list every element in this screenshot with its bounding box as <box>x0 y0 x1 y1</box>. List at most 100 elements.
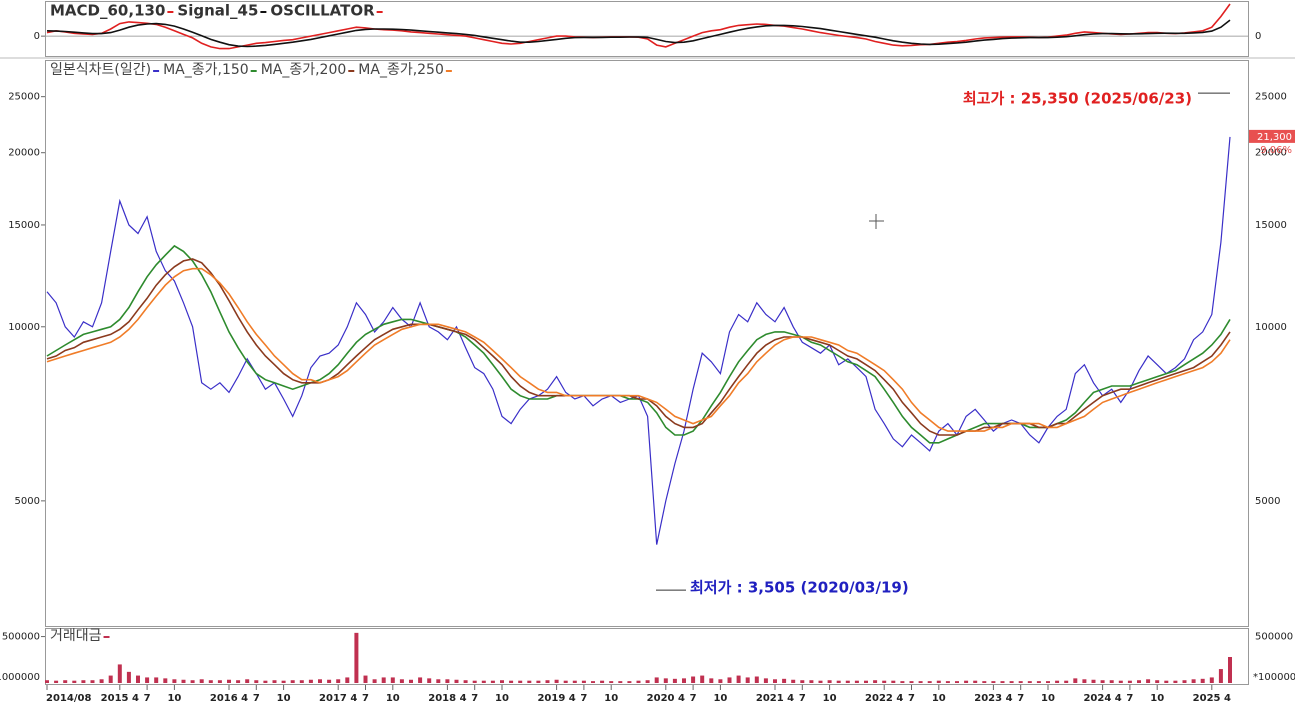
x-tick-label: 10 <box>823 693 837 704</box>
volume-bar <box>927 681 932 683</box>
volume-bar <box>1137 680 1141 683</box>
x-tick-label: 7 <box>799 693 806 704</box>
volume-bar <box>1182 680 1187 683</box>
volume-bar <box>654 677 659 683</box>
x-tick-label: 2019 4 <box>537 693 575 704</box>
y-tick-label-right: 500000 <box>1255 632 1293 643</box>
volume-bar <box>527 680 532 683</box>
volume-bar <box>581 680 586 683</box>
unit-label: *100000 <box>1253 672 1295 683</box>
volume-bar <box>199 679 204 683</box>
x-tick-label: 2025 4 <box>1193 693 1231 704</box>
volume-bar <box>991 681 996 683</box>
volume-bar <box>818 680 823 683</box>
volume-bar <box>882 680 887 683</box>
volume-bar <box>1118 680 1123 683</box>
volume-bar <box>982 681 987 683</box>
y-tick-label-right: 20000 <box>1255 148 1287 159</box>
volume-bar <box>518 680 523 683</box>
volume-bar <box>900 681 905 683</box>
y-tick-label: 5000 <box>15 496 40 507</box>
x-tick-label: 2017 4 <box>319 693 357 704</box>
annotation: 최고가 : 25,350 (2025/06/23) <box>963 90 1192 108</box>
volume-bar <box>1127 680 1132 683</box>
volume-bar <box>754 676 759 683</box>
x-tick-label: 2021 4 <box>756 693 794 704</box>
volume-bar <box>245 679 250 683</box>
volume-bar <box>1100 680 1105 683</box>
volume-bar <box>718 679 723 683</box>
volume-bar <box>554 679 559 683</box>
volume-bar <box>609 681 614 683</box>
y-tick-label: 25000 <box>8 92 40 103</box>
volume-bar <box>172 679 177 683</box>
volume-bar <box>600 680 605 683</box>
x-tick-label: 2022 4 <box>865 693 903 704</box>
volume-bar <box>691 676 696 683</box>
volume-bar <box>54 680 59 683</box>
volume-bar <box>318 679 322 683</box>
volume-bar <box>791 679 796 683</box>
y-tick-label: 15000 <box>8 220 40 231</box>
volume-bar <box>736 675 741 683</box>
legend-label: 거래대금 <box>50 628 102 644</box>
volume-bar <box>1191 679 1196 683</box>
volume-bar <box>845 680 850 683</box>
volume-bar <box>1164 680 1169 683</box>
y-tick-label-right: 5000 <box>1255 496 1280 507</box>
volume-bar <box>463 680 468 683</box>
y-tick-label-right: 10000 <box>1255 322 1287 333</box>
x-tick-label: 7 <box>471 693 478 704</box>
volume-bar <box>190 680 195 683</box>
y-tick-label-right: 25000 <box>1255 92 1287 103</box>
volume-bar <box>117 664 122 683</box>
volume-bar <box>1000 681 1005 683</box>
volume-bar <box>63 680 68 683</box>
volume-bar <box>136 675 140 683</box>
volume-bar <box>572 680 577 683</box>
volume-bar <box>281 680 286 683</box>
x-tick-label: 2023 4 <box>974 693 1012 704</box>
volume-bar <box>345 677 350 683</box>
y-tick-label: 500000 <box>2 632 40 643</box>
volume-bar <box>1027 681 1032 683</box>
volume-bar <box>663 678 668 683</box>
x-tick-label: 10 <box>932 693 946 704</box>
x-tick-label: 10 <box>495 693 509 704</box>
legend-label: OSCILLATOR <box>270 2 375 20</box>
volume-bar <box>327 679 332 683</box>
volume-bar <box>472 680 477 683</box>
volume-bar <box>709 678 714 683</box>
volume-bar <box>536 680 541 683</box>
crosshair-cursor <box>869 214 884 229</box>
volume-bar <box>682 678 686 683</box>
volume-bar <box>154 677 159 683</box>
change-percent: 9.06% <box>1260 145 1292 156</box>
volume-bar <box>563 680 568 683</box>
current-price: 21,300 <box>1257 132 1292 143</box>
x-tick-label: 2024 4 <box>1083 693 1121 704</box>
x-tick-label: 2015 4 <box>101 693 139 704</box>
volume-bar <box>1046 681 1050 683</box>
volume-bar <box>72 680 77 683</box>
volume-bar <box>217 680 222 683</box>
volume-bar <box>299 680 304 683</box>
volume-panel <box>45 628 1249 685</box>
macd-panel <box>45 1 1249 57</box>
volume-bar <box>500 680 504 683</box>
y-tick-label-right: 0 <box>1255 31 1261 42</box>
volume-bar <box>964 680 969 683</box>
volume-bar <box>1055 680 1060 683</box>
volume-bar <box>354 632 359 683</box>
volume-bar <box>308 679 313 683</box>
volume-bar <box>645 680 650 683</box>
legend-label: MA_종가,150 <box>163 62 249 78</box>
volume-bar <box>955 681 959 683</box>
volume-bar <box>809 680 814 683</box>
volume-bar <box>1109 680 1114 683</box>
x-tick-label: 7 <box>362 693 369 704</box>
volume-bar <box>381 677 386 683</box>
volume-bar <box>363 675 368 683</box>
volume-bar <box>891 680 896 683</box>
volume-bar <box>372 679 377 683</box>
